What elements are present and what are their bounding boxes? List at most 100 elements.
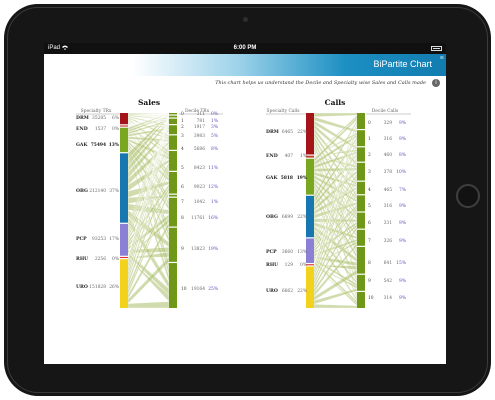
calls-decile-label-0: 0	[368, 121, 371, 126]
calls-specialty-pct-pcp: 13%	[297, 250, 307, 255]
sales-decile-value-1: 781	[197, 119, 206, 124]
calls-decile-label-4: 4	[368, 188, 371, 193]
sales-specialty-value-end: 1537	[95, 127, 106, 132]
status-time: 6:00 PM	[233, 45, 257, 51]
calls-decile-bar-10	[357, 292, 365, 308]
calls-decile-bar-6	[357, 212, 365, 229]
sales-specialty-value-obg: 212140	[89, 189, 106, 194]
sales-decile-bar-10	[169, 263, 177, 308]
calls-decile-value-2: 460	[384, 153, 393, 158]
calls-decile-label-7: 7	[368, 239, 371, 244]
calls-decile-label-8: 8	[368, 261, 371, 266]
calls-decile-value-1: 316	[384, 137, 393, 142]
sales-decile-bar-7	[169, 194, 177, 197]
calls-specialty-value-obg: 6699	[282, 215, 293, 220]
sales-specialty-label-gak: GAK	[76, 142, 88, 148]
sales-specialty-pct-gak: 13%	[109, 143, 120, 148]
calls-decile-value-4: 465	[384, 188, 393, 193]
calls-left-headers: Specialty Calls	[267, 109, 301, 114]
sales-decile-bar-6	[169, 171, 177, 194]
calls-decile-bar-9	[357, 274, 365, 291]
app-screen: iPad 6:00 PM BiPartite Chart ≡ This char…	[44, 43, 446, 364]
calls-decile-pct-6: 9%	[399, 221, 406, 226]
sales-specialty-bar-obg	[120, 153, 128, 223]
calls-specialty-bar-uro	[306, 266, 314, 308]
sales-decile-label-7: 7	[181, 200, 184, 205]
calls-decile-pct-8: 15%	[396, 261, 406, 266]
calls-specialty-label-end: END	[266, 153, 278, 159]
sales-decile-value-7: 1042	[194, 200, 205, 205]
status-bar: iPad 6:00 PM	[44, 43, 446, 54]
calls-decile-bar-2	[357, 147, 365, 162]
calls-specialty-value-end: 407	[285, 154, 294, 159]
sales-decile-bar-1	[169, 115, 177, 118]
info-icon[interactable]: i	[432, 79, 440, 87]
sales-decile-bar-4	[169, 135, 177, 150]
wifi-icon	[62, 45, 68, 50]
calls-specialty-bar-pcp	[306, 238, 314, 263]
sales-specialty-bar-drm	[120, 113, 128, 125]
sales-specialty-label-rhu: RHU	[76, 256, 88, 262]
sales-specialty-pct-drm: 6%	[112, 116, 119, 121]
calls-specialty-label-pcp: PCP	[266, 249, 277, 255]
sales-decile-label-5: 5	[181, 166, 184, 171]
calls-decile-label-3: 3	[368, 170, 371, 175]
calls-chart-title: Calls	[325, 98, 346, 107]
calls-decile-value-9: 542	[384, 279, 393, 284]
sales-decile-value-5: 8423	[194, 166, 205, 171]
sales-left-headers: Specialty TRx	[81, 109, 112, 114]
sales-specialty-label-drm: DRM	[76, 115, 89, 121]
sales-decile-pct-10: 25%	[208, 287, 218, 292]
calls-decile-value-5: 316	[384, 204, 393, 209]
calls-specialty-label-rhu: RHU	[266, 262, 278, 268]
calls-decile-label-1: 1	[368, 137, 371, 142]
sales-decile-pct-2: 3%	[211, 125, 218, 130]
sales-specialty-bar-uro	[120, 259, 128, 308]
calls-decile-pct-10: 9%	[399, 296, 406, 301]
sales-decile-bar-0	[169, 113, 177, 115]
sales-specialty-value-uro: 151828	[89, 285, 106, 290]
calls-decile-pct-9: 9%	[399, 279, 406, 284]
calls-specialty-value-gak: 5818	[281, 176, 293, 181]
calls-specialty-pct-gak: 19%	[297, 176, 308, 181]
calls-decile-value-7: 326	[384, 239, 393, 244]
calls-specialty-bar-drm	[306, 113, 314, 155]
sales-decile-bar-5	[169, 150, 177, 171]
sales-specialty-bar-end	[120, 125, 128, 127]
calls-decile-bar-8	[357, 246, 365, 274]
calls-specialty-label-drm: DRM	[266, 129, 279, 135]
calls-decile-pct-4: 7%	[399, 188, 406, 193]
home-button[interactable]	[456, 184, 480, 208]
sales-specialty-bar-rhu	[120, 256, 128, 259]
calls-specialty-pct-obg: 22%	[297, 215, 307, 220]
calls-specialty-bar-obg	[306, 195, 314, 238]
sales-flow-drm-0	[127, 112, 170, 115]
calls-specialty-bar-gak	[306, 158, 314, 195]
calls-decile-bar-4	[357, 181, 365, 195]
calls-specialty-label-uro: URO	[266, 288, 278, 294]
calls-decile-pct-5: 9%	[399, 204, 406, 209]
sales-decile-label-8: 8	[181, 216, 184, 221]
camera-icon	[243, 17, 248, 22]
sales-specialty-value-pcp: 93253	[92, 237, 106, 242]
sales-decile-pct-8: 16%	[208, 216, 218, 221]
sales-decile-value-10: 19164	[191, 287, 205, 292]
calls-specialty-label-obg: OBG	[266, 214, 278, 220]
calls-specialty-pct-uro: 22%	[297, 289, 307, 294]
sales-specialty-pct-obg: 37%	[109, 189, 119, 194]
sales-specialty-value-gak: 75494	[91, 143, 106, 148]
calls-specialty-bar-end	[306, 155, 314, 158]
menu-icon[interactable]: ≡	[439, 55, 444, 61]
sales-specialty-pct-rhu: 0%	[112, 257, 119, 262]
calls-decile-pct-2: 8%	[399, 153, 406, 158]
sales-decile-label-6: 6	[181, 185, 184, 190]
sales-decile-pct-7: 1%	[211, 200, 218, 205]
sales-decile-pct-4: 8%	[211, 147, 218, 152]
calls-decile-pct-3: 10%	[396, 170, 406, 175]
ipad-bezel-edge	[7, 7, 488, 393]
calls-flow-uro-10	[313, 304, 358, 309]
sales-decile-label-10: 10	[181, 287, 187, 292]
chart-description: This chart helps us understand the Decil…	[215, 80, 426, 86]
